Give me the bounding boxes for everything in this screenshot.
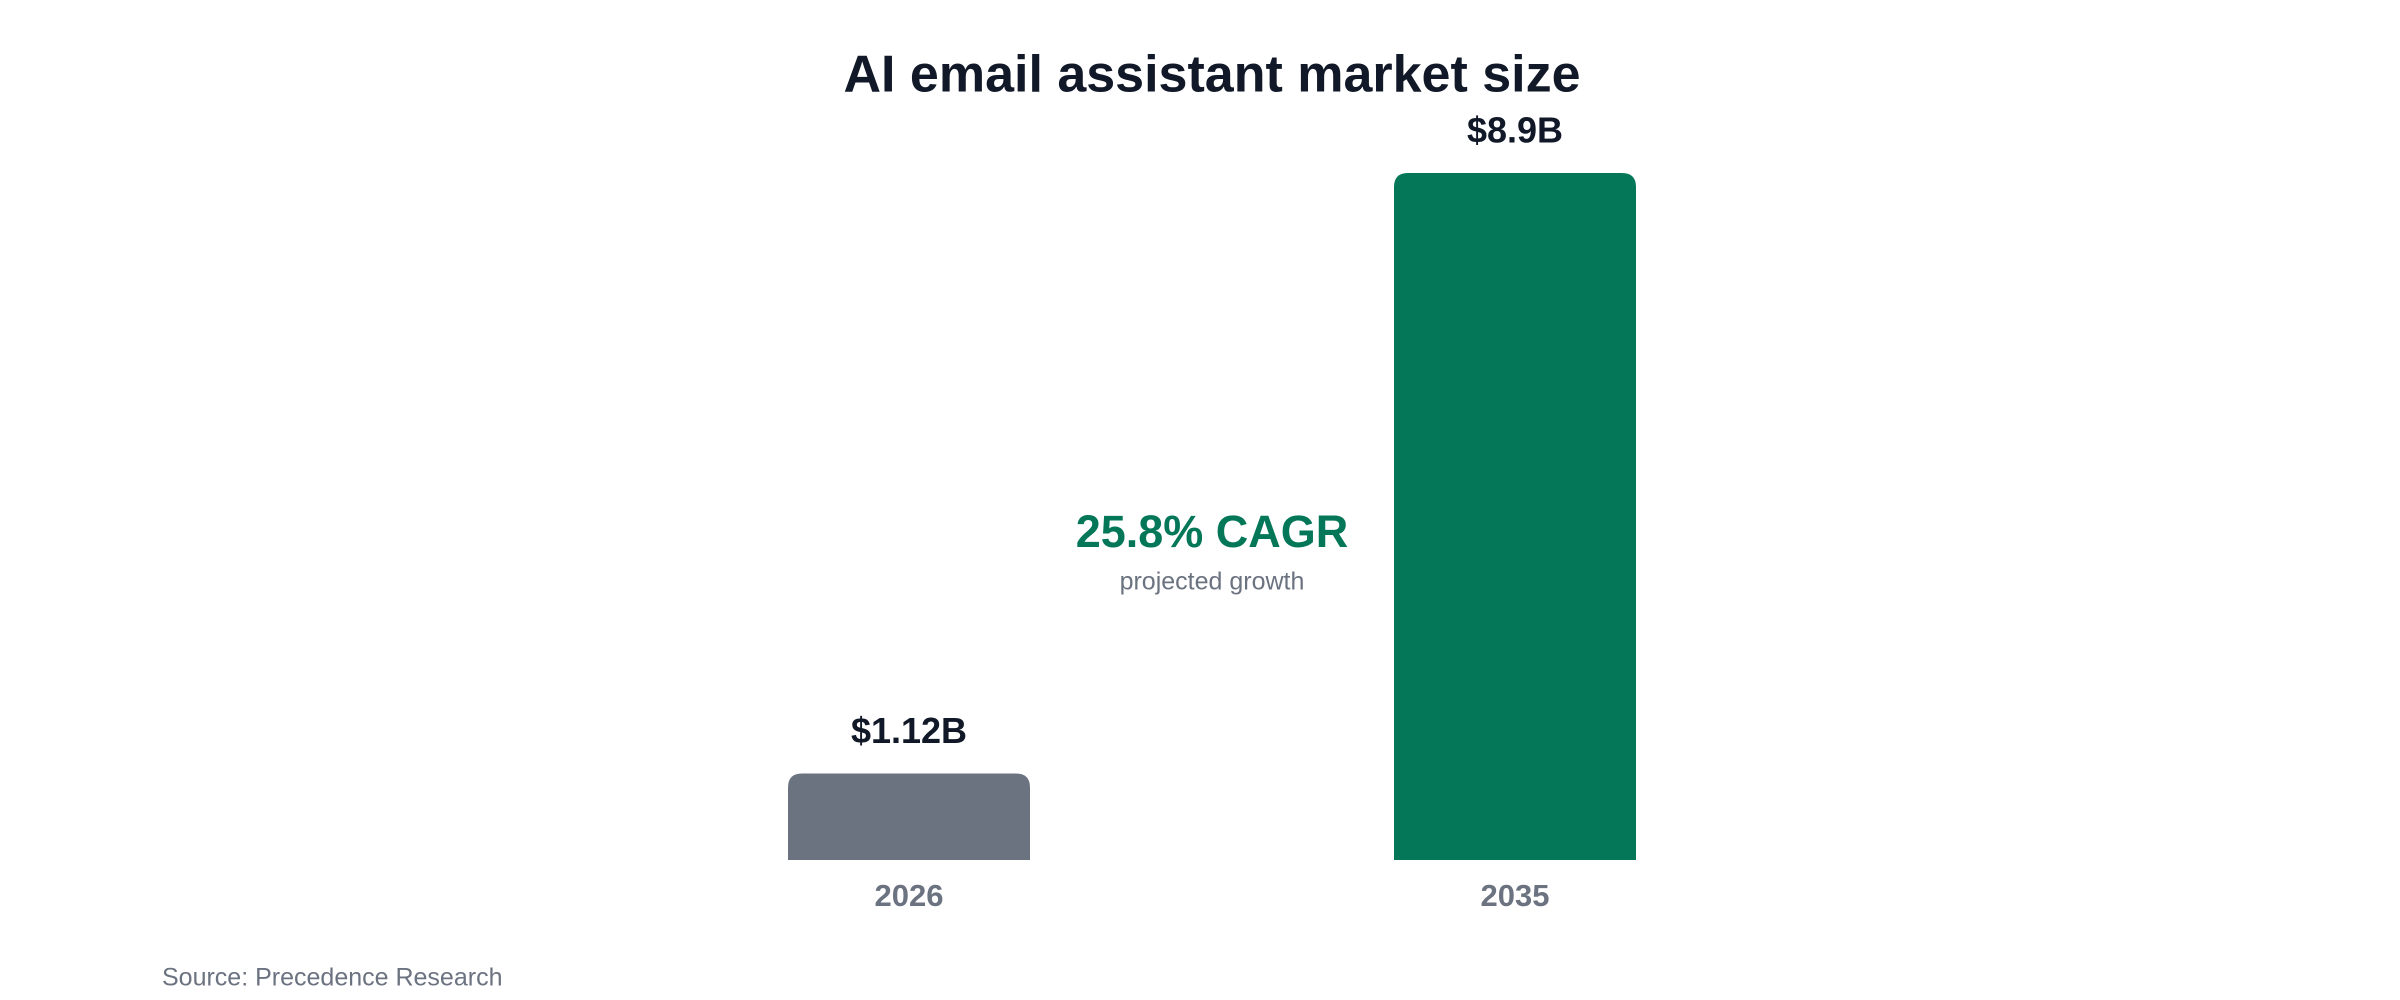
bar [788, 773, 1030, 860]
x-tick-label: 2026 [875, 878, 944, 913]
x-tick-label: 2035 [1481, 878, 1550, 913]
value-label: $1.12B [851, 710, 967, 751]
annotation: 25.8% CAGR [1076, 506, 1349, 557]
annotation-subtitle: projected growth [1120, 568, 1305, 596]
source: Source: Precedence Research [162, 964, 502, 992]
chart-title: AI email assistant market size [843, 46, 1580, 104]
value-label: $8.9B [1467, 110, 1563, 151]
bar [1394, 173, 1636, 860]
